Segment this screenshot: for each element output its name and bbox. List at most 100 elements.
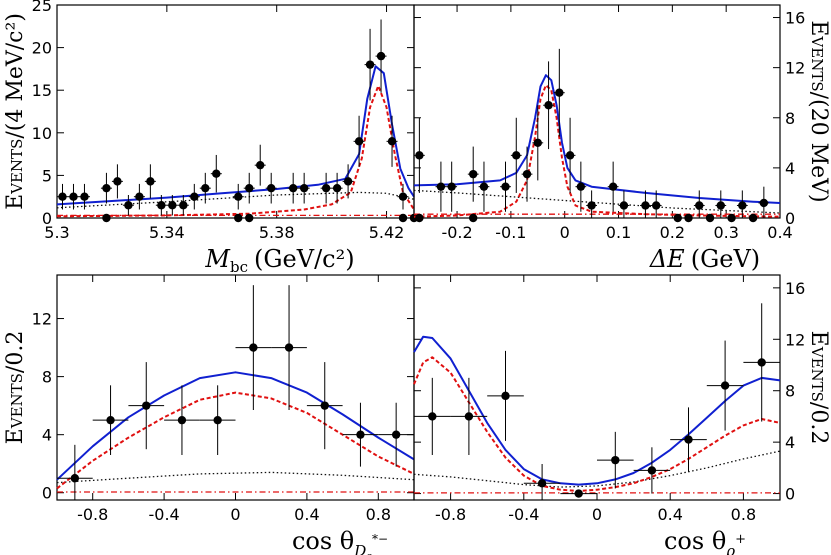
data-point <box>70 474 80 483</box>
x-tick-label: 5.38 <box>259 223 295 242</box>
y-label-rest: /(20 MeV) <box>806 92 831 203</box>
data-point <box>415 151 424 160</box>
data-point-zero <box>748 213 758 223</box>
data-point <box>537 479 547 488</box>
signal-fit-curve <box>413 356 781 492</box>
data-point <box>356 430 365 439</box>
x-label-unit: (GeV/c²) <box>254 245 355 273</box>
x-label-sub: D <box>353 542 366 555</box>
plot-frame <box>413 4 781 219</box>
data-point <box>321 183 331 193</box>
background-fit-curve <box>56 191 415 209</box>
data-point-zero <box>102 213 111 223</box>
y-label-caps: Events <box>806 331 831 402</box>
signal-fit-curve <box>56 391 415 490</box>
data-point-zero <box>684 213 693 223</box>
x-tick-label: 0.4 <box>294 505 319 524</box>
y-label-rest: /0.2 <box>806 402 831 444</box>
data-point <box>234 192 243 201</box>
data-point <box>146 177 155 186</box>
data-point <box>245 183 254 193</box>
x-tick-label: 0.4 <box>767 223 792 242</box>
x-tick-label: -0.2 <box>441 223 472 242</box>
data-point <box>647 466 657 475</box>
data-point <box>106 415 115 425</box>
data-point-zero <box>705 213 715 223</box>
y-axis-label: Events/0.2 <box>3 331 28 445</box>
x-tick-label: 0 <box>230 505 240 524</box>
data-point <box>267 183 276 193</box>
data-point <box>544 101 553 110</box>
x-tick-label: 0 <box>592 505 602 524</box>
background-fit-curve <box>56 471 415 484</box>
data-point-zero <box>727 213 736 223</box>
data-point <box>501 391 510 401</box>
x-tick-label: 0 <box>560 223 570 242</box>
data-point <box>58 192 67 201</box>
data-point <box>157 201 166 210</box>
x-tick-label: 0.8 <box>366 505 391 524</box>
x-tick-label: -0.8 <box>77 505 108 524</box>
x-tick-label: -0.1 <box>495 223 526 242</box>
y-tick-label: 20 <box>32 39 52 58</box>
x-label-sup: *− <box>372 532 388 546</box>
y-tick-label: 8 <box>42 368 52 387</box>
y-label-caps: Events <box>3 139 28 210</box>
y-tick-label: 12 <box>785 59 805 78</box>
data-point <box>299 183 309 193</box>
data-point <box>80 192 89 201</box>
data-point <box>641 201 650 210</box>
signal-fit-curve <box>413 84 781 218</box>
y-tick-label: 12 <box>32 310 52 329</box>
y-tick-label: 4 <box>785 159 795 178</box>
data-point-zero <box>234 213 243 223</box>
x-label-main: cos θ <box>664 527 726 555</box>
x-label-main: ΔE <box>649 245 685 273</box>
data-point <box>611 455 620 465</box>
y-tick-label: 12 <box>785 330 805 349</box>
data-point <box>213 415 222 425</box>
x-tick-label: 0.8 <box>731 505 756 524</box>
data-point <box>533 138 542 148</box>
data-point <box>428 412 437 421</box>
y-tick-label: 0 <box>42 209 52 228</box>
data-point <box>574 489 583 498</box>
data-point <box>190 192 199 201</box>
panel-cos-rho: -0.8 -0.4 0 0.4 0.8 0 4 8 12 16 cos θρ+ Events/0.2 <box>413 274 831 555</box>
data-point <box>177 415 187 425</box>
x-axis-label: ΔE (GeV) <box>649 245 760 273</box>
total-fit-curve <box>413 335 781 486</box>
total-fit-curve <box>56 65 415 206</box>
data-point <box>479 182 489 191</box>
data-point-zero <box>469 213 478 223</box>
data-point <box>354 137 364 146</box>
x-label-sub: bc <box>230 258 248 276</box>
x-tick-label: 0.2 <box>660 223 685 242</box>
data-point <box>587 201 596 210</box>
x-label-sup: + <box>735 532 746 547</box>
data-point <box>168 201 177 210</box>
x-tick-label: 0.1 <box>606 223 631 242</box>
data-point <box>102 183 111 193</box>
data-point <box>684 435 693 444</box>
data-point <box>759 198 769 208</box>
y-tick-label: 10 <box>32 124 52 143</box>
y-axis-label: Events/(4 MeV/c²) <box>3 13 28 210</box>
plot-frame <box>56 4 415 219</box>
data-point <box>464 412 474 421</box>
data-point <box>398 192 408 201</box>
data-point <box>69 192 78 201</box>
data-point-zero <box>398 213 408 223</box>
data-point <box>365 60 375 69</box>
data-point <box>256 160 265 170</box>
data-point <box>447 182 456 191</box>
background-fit-curve <box>413 189 781 214</box>
data-point <box>212 169 221 178</box>
total-fit-curve <box>413 74 781 204</box>
data-point <box>716 201 725 210</box>
y-tick-label: 4 <box>42 426 52 445</box>
data-point-zero <box>245 213 254 223</box>
data-point <box>652 201 661 210</box>
